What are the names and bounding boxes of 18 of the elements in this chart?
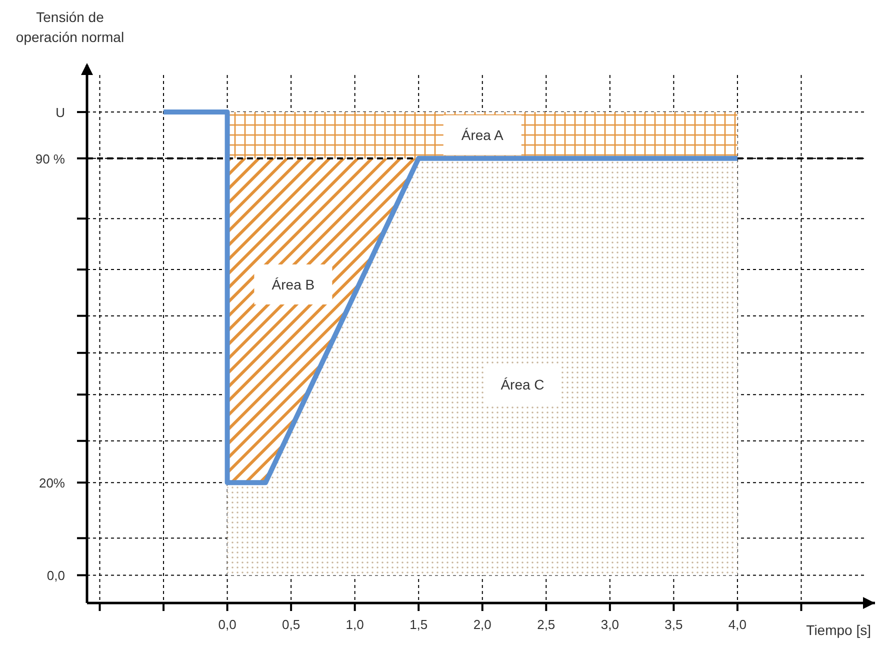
x-tick-label: 0,0 (218, 617, 236, 632)
x-tick-label: 2,5 (537, 617, 556, 632)
x-tick-label: 1,5 (410, 617, 428, 632)
x-tick-label: 1,0 (346, 617, 364, 632)
x-tick-label: 3,0 (600, 617, 619, 632)
x-axis-title: Tiempo [s] (806, 622, 871, 638)
y-axis-title: Tensión de operación normal (16, 9, 124, 45)
y-tick-label: 0,0 (46, 568, 65, 584)
y-tick-label: 20% (38, 476, 66, 491)
series-label: Área C (500, 376, 544, 392)
x-tick-label: 2,0 (473, 617, 492, 632)
x-tick-label: 0,5 (282, 617, 300, 632)
series-label: Área B (272, 276, 315, 292)
x-tick-label: 3,5 (664, 617, 683, 632)
y-tick-label: 90 % (35, 151, 66, 166)
x-tick-label: 4,0 (728, 617, 746, 632)
y-tick-label: U (56, 105, 65, 120)
series-label: Área A (461, 127, 504, 144)
